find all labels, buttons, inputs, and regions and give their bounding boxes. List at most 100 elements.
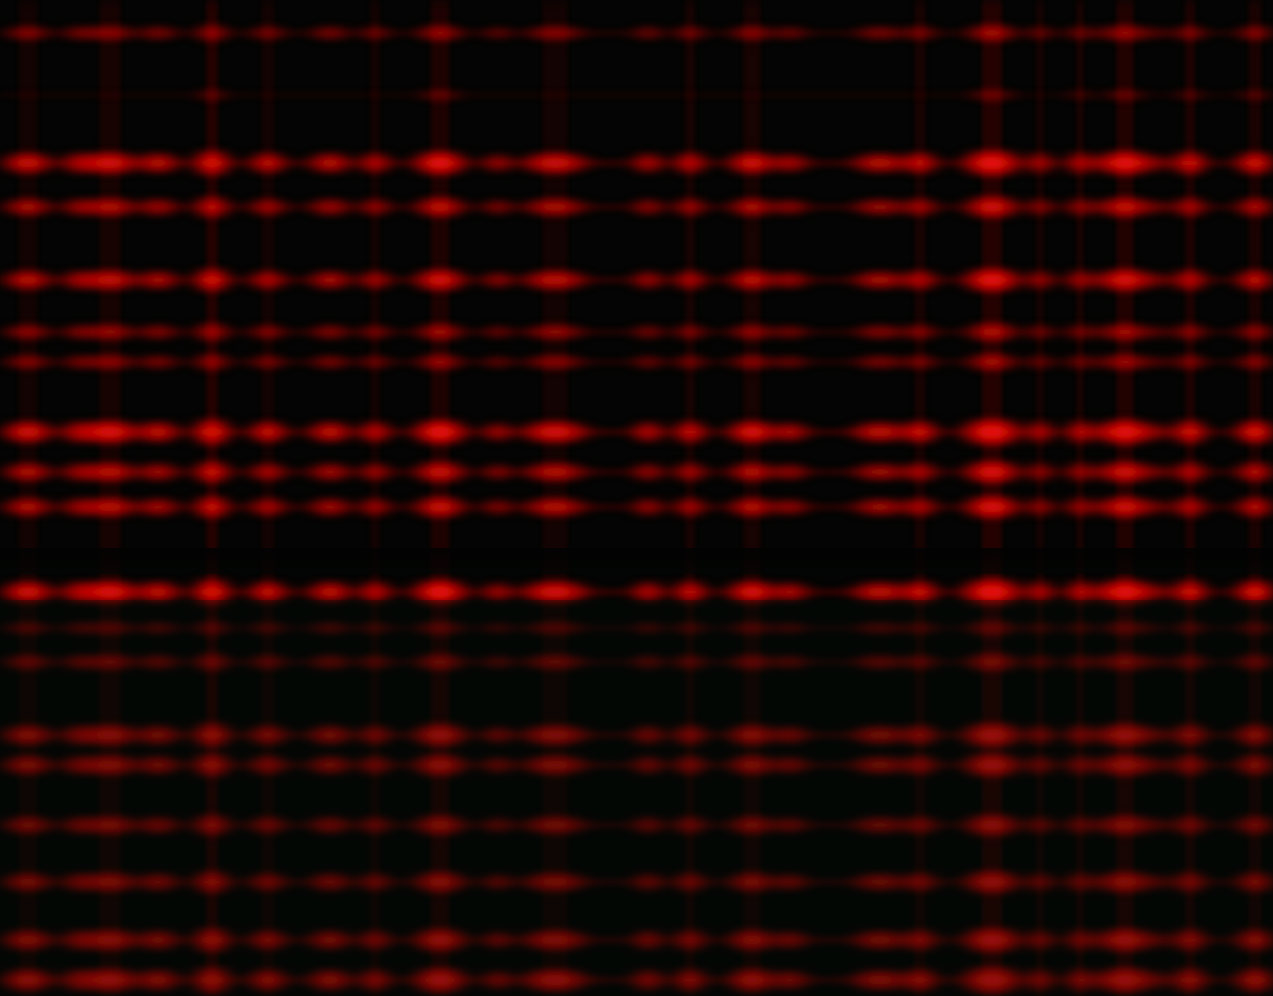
red-spot bbox=[958, 748, 1026, 782]
red-spot bbox=[1159, 496, 1171, 518]
red-spot bbox=[728, 21, 776, 45]
red-spot bbox=[250, 320, 286, 344]
red-spot bbox=[1097, 810, 1153, 840]
red-spot bbox=[1141, 267, 1159, 293]
red-spot bbox=[1159, 420, 1171, 444]
red-spot bbox=[1159, 814, 1171, 836]
red-spot bbox=[904, 320, 936, 344]
red-spot bbox=[675, 811, 705, 839]
red-spot bbox=[633, 266, 663, 294]
red-spot bbox=[632, 965, 664, 995]
red-spot bbox=[249, 812, 287, 838]
red-spot bbox=[1029, 493, 1051, 521]
red-spot bbox=[1175, 319, 1205, 345]
red-spot bbox=[1173, 146, 1207, 180]
red-spot bbox=[134, 926, 182, 954]
red-spot bbox=[410, 492, 470, 522]
red-spot bbox=[1092, 814, 1108, 836]
red-spot bbox=[902, 493, 938, 521]
red-spot bbox=[74, 576, 146, 608]
red-spot bbox=[845, 149, 915, 177]
red-spot bbox=[247, 148, 289, 178]
red-spot bbox=[361, 22, 389, 44]
red-spot bbox=[485, 352, 511, 372]
red-spot bbox=[1174, 192, 1206, 222]
red-spot bbox=[1174, 492, 1206, 522]
red-spot bbox=[1092, 928, 1108, 952]
red-spot bbox=[1092, 352, 1108, 372]
red-spot bbox=[193, 866, 231, 898]
red-spot bbox=[520, 22, 590, 44]
red-spot bbox=[724, 720, 780, 750]
red-spot bbox=[135, 459, 181, 485]
red-spot bbox=[770, 870, 810, 894]
red-spot bbox=[513, 965, 597, 995]
red-spot bbox=[250, 22, 286, 44]
red-spot bbox=[967, 85, 1017, 105]
red-spot bbox=[134, 721, 182, 749]
red-spot bbox=[1233, 415, 1273, 449]
red-spot bbox=[410, 457, 470, 487]
red-spot bbox=[1070, 21, 1090, 45]
red-spot bbox=[1235, 457, 1273, 487]
red-spot bbox=[674, 750, 706, 780]
red-spot bbox=[770, 495, 810, 519]
red-spot bbox=[197, 85, 227, 105]
red-spot bbox=[1177, 85, 1203, 105]
red-spot bbox=[851, 618, 909, 638]
red-spot bbox=[306, 751, 354, 779]
red-spot bbox=[674, 265, 706, 295]
red-spot bbox=[723, 964, 781, 996]
red-spot bbox=[772, 23, 808, 43]
red-spot bbox=[1094, 574, 1156, 610]
red-spot bbox=[516, 751, 594, 779]
red-spot bbox=[676, 21, 704, 45]
red-spot bbox=[845, 418, 915, 446]
red-spot bbox=[962, 318, 1022, 346]
red-spot bbox=[905, 617, 935, 639]
red-spot bbox=[958, 263, 1026, 297]
red-spot bbox=[1092, 495, 1108, 519]
red-spot bbox=[1028, 750, 1052, 780]
red-spot bbox=[305, 965, 355, 995]
red-spot bbox=[1091, 150, 1109, 176]
red-spot bbox=[192, 263, 232, 297]
red-spot bbox=[903, 193, 937, 221]
red-spot bbox=[137, 650, 179, 674]
red-spot bbox=[1069, 193, 1091, 221]
red-spot bbox=[359, 720, 391, 750]
red-spot bbox=[1092, 652, 1108, 672]
red-spot bbox=[305, 149, 355, 177]
red-spot bbox=[728, 320, 776, 344]
red-spot bbox=[1028, 147, 1052, 179]
red-spot bbox=[135, 494, 181, 520]
red-spot bbox=[1159, 871, 1171, 893]
red-spot bbox=[247, 965, 289, 995]
red-spot bbox=[957, 923, 1027, 957]
red-spot bbox=[248, 493, 288, 521]
red-spot bbox=[191, 414, 233, 450]
red-spot bbox=[1237, 21, 1273, 45]
red-spot bbox=[632, 577, 664, 607]
red-spot bbox=[902, 458, 938, 486]
red-spot bbox=[1099, 649, 1151, 675]
red-spot bbox=[847, 494, 913, 520]
red-spot bbox=[76, 925, 144, 955]
red-spot bbox=[902, 750, 938, 780]
red-spot bbox=[310, 618, 350, 638]
red-spot bbox=[407, 575, 473, 609]
red-spot bbox=[485, 321, 511, 343]
red-spot bbox=[1173, 924, 1207, 956]
red-spot bbox=[1233, 575, 1273, 609]
red-spot bbox=[517, 812, 593, 838]
red-spot bbox=[80, 650, 140, 674]
red-spot bbox=[728, 350, 776, 374]
red-spot bbox=[483, 267, 513, 293]
red-spot bbox=[674, 868, 706, 896]
red-spot bbox=[522, 617, 588, 639]
red-spot bbox=[2, 320, 54, 344]
red-spot bbox=[193, 491, 231, 523]
red-spot bbox=[769, 150, 811, 176]
